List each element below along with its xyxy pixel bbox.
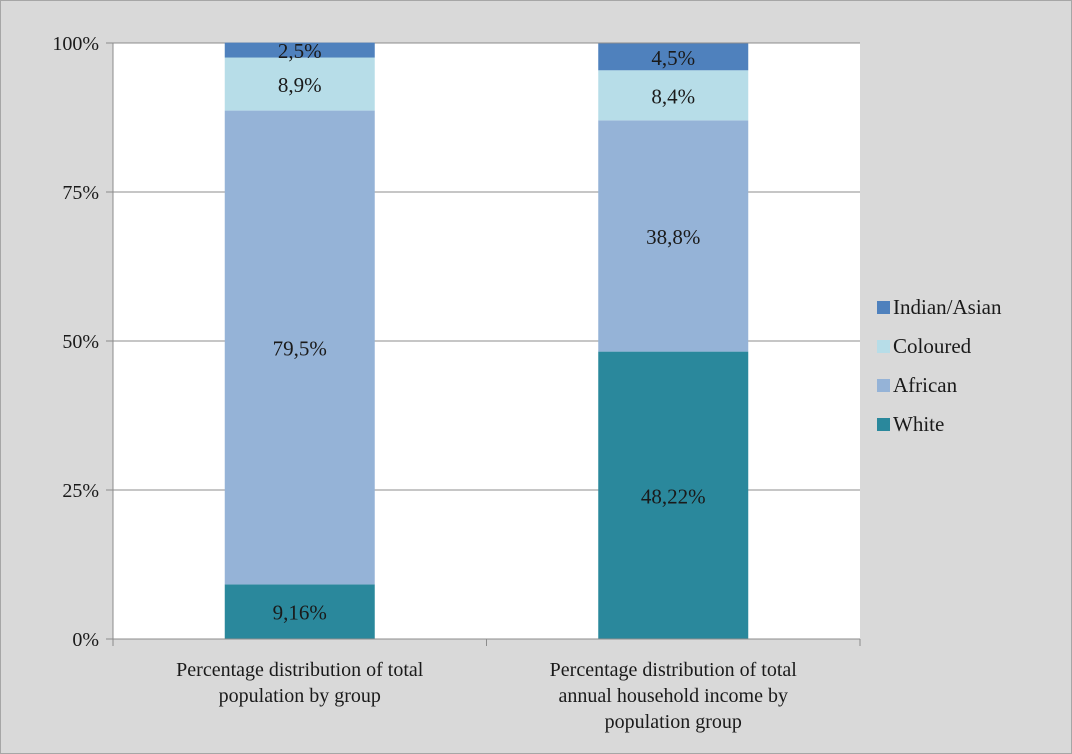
bar-segment-indian-asian [598, 43, 749, 71]
bar-segment-indian-asian [224, 42, 375, 58]
y-tick-label: 100% [52, 33, 99, 55]
legend-label: African [893, 373, 958, 397]
data-label: 79,5% [273, 336, 327, 360]
legend-item-indian-asian: Indian/Asian [877, 295, 1002, 319]
legend-swatch [877, 301, 890, 314]
data-labels: 9,16% 79,5% 8,9% 2,5% 48,22% 38,8% 8,4% 4,5% [273, 39, 706, 625]
data-label: 38,8% [646, 225, 700, 249]
legend-label: Coloured [893, 334, 972, 358]
legend-item-coloured: Coloured [877, 334, 972, 358]
legend-item-white: White [877, 412, 944, 436]
y-tick-label: 25% [62, 480, 99, 502]
data-label: 9,16% [273, 601, 327, 625]
data-label: 48,22% [641, 484, 706, 508]
axes: 0% 25% 50% 75% 100% Percentage distribution o… [52, 33, 861, 733]
legend-label: White [893, 412, 944, 436]
y-tick-label: 50% [62, 331, 99, 353]
legend-swatch [877, 340, 890, 353]
data-label: 2,5% [278, 39, 322, 63]
x-category-label: Percentage distribution of total populati… [176, 659, 424, 707]
data-label: 4,5% [651, 46, 695, 70]
bar-segment-white [598, 351, 749, 639]
legend-label: Indian/Asian [893, 295, 1002, 319]
bar-segment-coloured [598, 70, 749, 121]
bars [224, 42, 749, 639]
legend-swatch [877, 418, 890, 431]
legend: Indian/Asian Coloured African White [877, 295, 1002, 436]
bar-segment-african [598, 120, 749, 352]
bar-segment-coloured [224, 57, 375, 111]
y-tick-label: 0% [72, 629, 99, 651]
bar-segment-white [224, 584, 375, 639]
legend-swatch [877, 379, 890, 392]
bar-segment-african [224, 110, 375, 585]
legend-item-african: African [877, 373, 958, 397]
x-category-label: Percentage distribution of total annual h… [550, 659, 798, 733]
data-label: 8,9% [278, 73, 322, 97]
data-label: 8,4% [651, 84, 695, 108]
y-tick-label: 75% [62, 182, 99, 204]
